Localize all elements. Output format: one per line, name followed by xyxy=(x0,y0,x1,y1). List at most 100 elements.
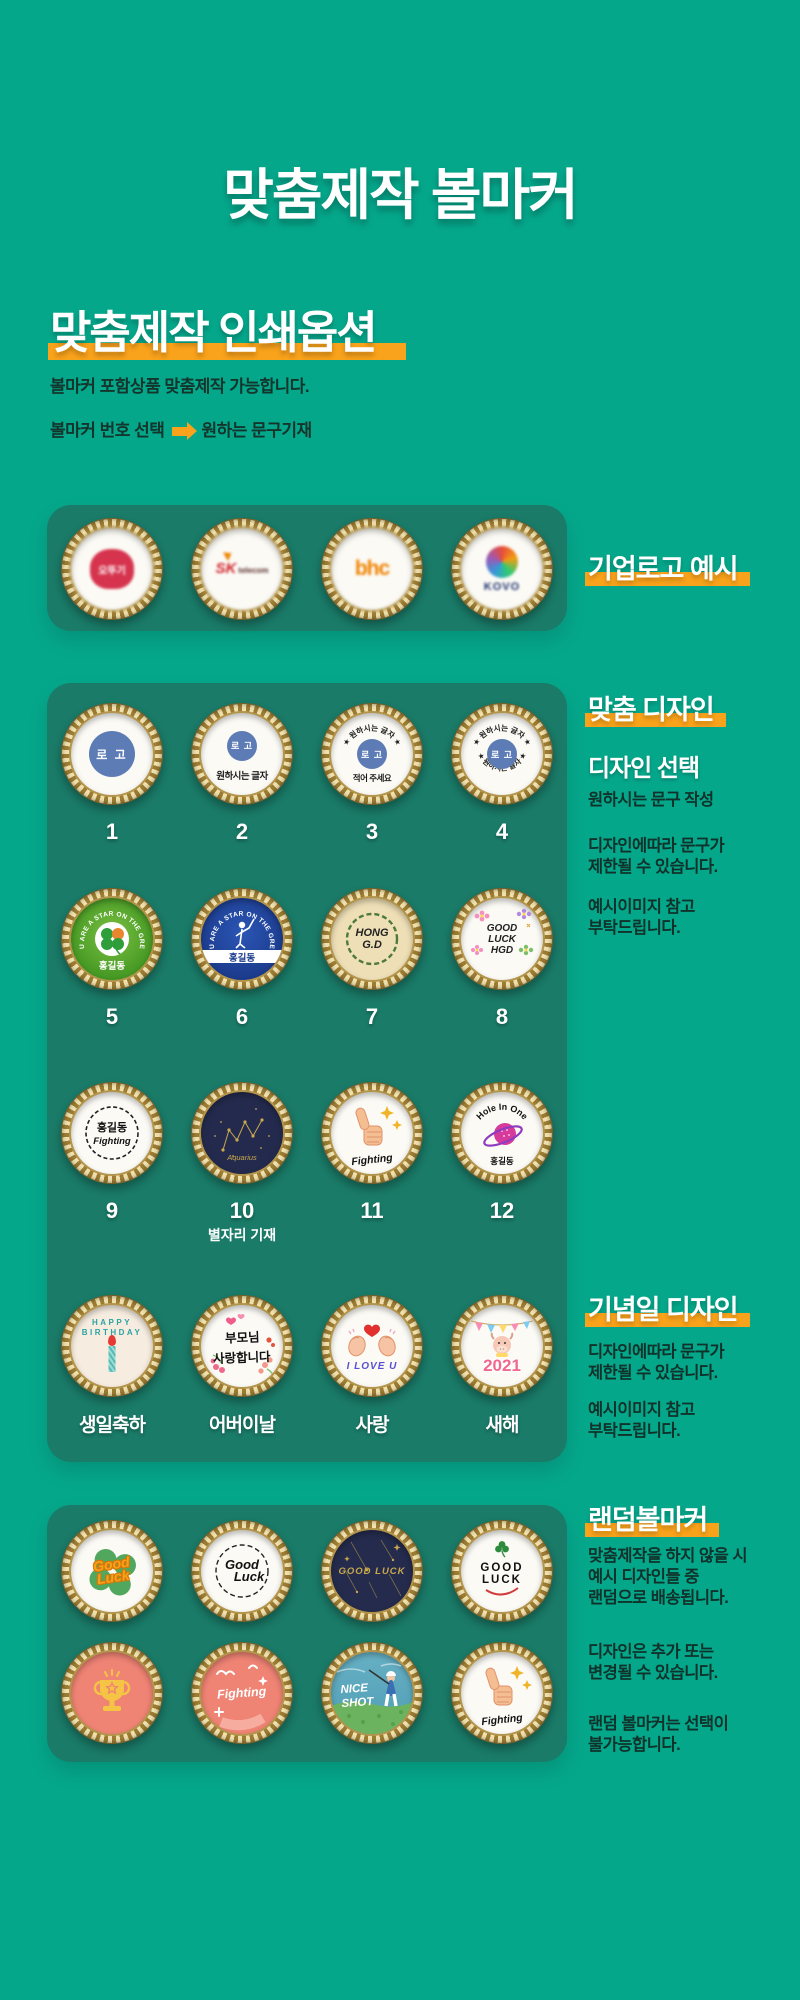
custom-text-line: 적어 주세요 xyxy=(352,773,392,783)
custom-note-2: 예시이미지 참고 부탁드립니다. xyxy=(588,898,695,937)
bunting-icon xyxy=(470,1320,534,1333)
fighting-text: Fighting xyxy=(93,1136,131,1147)
bhc-logo: bhc xyxy=(354,557,390,580)
name-band: 홍길동 xyxy=(201,950,283,964)
logo-placeholder: 로 고 xyxy=(227,730,257,761)
random-good-luck-navy: GOOD LUCK xyxy=(321,1520,423,1622)
flowers-decoration xyxy=(471,908,534,956)
label-anniversary-design: 기념일 디자인 xyxy=(585,1288,750,1327)
candle-flame-icon xyxy=(108,1335,116,1346)
design-select-title: 디자인 선택 xyxy=(588,755,700,782)
clouds-decoration xyxy=(214,1664,268,1731)
sk-telecom-logo: SK xyxy=(215,560,237,577)
marker-label: 사랑 xyxy=(355,1415,390,1436)
zodiac-text: Aquarius xyxy=(227,1153,257,1162)
ball-marker xyxy=(61,1642,163,1744)
name-text: 홍길동 xyxy=(96,1122,128,1134)
good-luck-text: GOOD LUCK xyxy=(480,1562,524,1586)
clover-icon xyxy=(95,922,129,956)
laurel-wreath-icon xyxy=(215,1544,269,1598)
design-1: 로 고 1 xyxy=(61,703,163,845)
design-12: Hole In One 홍길동 12 xyxy=(451,1082,553,1245)
ball-marker: I LOVE U xyxy=(321,1295,423,1397)
design-4: ★ 원하시는 글자 ★ ★ 원하시는 글자 ★ 로 고 4 xyxy=(451,703,553,845)
ball-marker: ★ 원하시는 글자 ★ 로 고 적어 주세요 xyxy=(321,703,423,805)
love-text: I LOVE U xyxy=(346,1361,398,1372)
birthday-text: HAPPY BIRTHDAY xyxy=(81,1318,143,1337)
design-love: I LOVE U 사랑 xyxy=(321,1295,423,1437)
ball-marker: Hole In One 홍길동 xyxy=(451,1082,553,1184)
logo-marker-ottogi: 오뚜기 xyxy=(61,518,163,620)
design-2: 로 고 원하시는 글자 2 xyxy=(191,703,293,845)
ball-marker: HAPPY BIRTHDAY xyxy=(61,1295,163,1397)
ottogi-logo: 오뚜기 xyxy=(90,549,134,589)
marker-label: 새해 xyxy=(485,1415,520,1436)
company-logo-panel: 오뚜기 SK telecom bhc xyxy=(47,505,567,631)
kovo-logo: KOVO xyxy=(483,580,521,593)
ball-marker: bhc xyxy=(321,518,423,620)
thumbs-up-icon xyxy=(485,1666,532,1706)
ball-marker: YOU ARE A STAR ON THE GREEN 홍길동 xyxy=(191,888,293,990)
marker-number: 1 xyxy=(105,819,119,844)
ball-marker: 로 고 xyxy=(61,703,163,805)
section-heading-print-options: 맞춤제작 인쇄옵션 xyxy=(48,296,406,361)
random-note-1: 맞춤제작을 하지 않을 시 예시 디자인들 중 랜덤으로 배송됩니다. xyxy=(588,1547,748,1607)
marker-number: 12 xyxy=(489,1198,515,1223)
ox-icon xyxy=(490,1332,514,1357)
ball-marker: NICE SHOT xyxy=(321,1642,423,1744)
four-leaf-clover xyxy=(101,928,124,955)
good-luck-text: GOOD LUCK xyxy=(338,1565,406,1577)
ball-marker: GOOD LUCK xyxy=(451,1520,553,1622)
clover-icon xyxy=(495,1541,509,1558)
marker-label: 생일축하 xyxy=(79,1415,146,1436)
design-6: YOU ARE A STAR ON THE GREEN 홍길동 6 xyxy=(191,888,293,1030)
design-8: GOOD LUCK HGD 8 xyxy=(451,888,553,1030)
ball-marker: 2021 xyxy=(451,1295,553,1397)
marker-number: 6 xyxy=(235,1004,249,1029)
nice-shot-text: NICE SHOT xyxy=(340,1682,374,1711)
ball-marker: Fighting xyxy=(321,1082,423,1184)
thumbs-up-icon xyxy=(355,1106,402,1146)
ball-marker: HONG G.D xyxy=(321,888,423,990)
good-luck-text: Good Luck xyxy=(225,1557,265,1584)
label-custom-design: 맞춤 디자인 xyxy=(585,688,726,727)
volleyball-swirl-icon xyxy=(486,545,518,578)
year-text: 2021 xyxy=(483,1356,521,1375)
marker-number: 10 xyxy=(229,1198,255,1223)
name-text: 홍길동 xyxy=(98,961,126,972)
intro-line-2-prefix: 볼마커 번호 선택 xyxy=(50,421,165,440)
marker-number: 8 xyxy=(495,1004,509,1029)
ball-marker: 오뚜기 xyxy=(61,518,163,620)
golfer-icon xyxy=(235,918,255,949)
logo-placeholder: 로 고 xyxy=(89,731,135,777)
ball-marker: Fighting xyxy=(451,1642,553,1744)
sparkle-icons xyxy=(510,1666,532,1690)
random-note-3: 랜덤 볼마커는 선택이 불가능합니다. xyxy=(588,1715,729,1754)
marker-number: 2 xyxy=(235,819,249,844)
custom-text: GOOD LUCK HGD xyxy=(486,922,518,956)
trophy-icon xyxy=(93,1669,131,1711)
name-text: HONG G.D xyxy=(355,927,389,951)
arc-text-top: Hole In One xyxy=(474,1102,529,1122)
anniversary-note-1: 디자인에따라 문구가 제한될 수 있습니다. xyxy=(588,1343,725,1382)
logo-placeholder: 로 고 xyxy=(487,739,517,769)
random-nice-shot: NICE SHOT xyxy=(321,1642,423,1744)
ball-marker: 부모님 사랑합니다 xyxy=(191,1295,293,1397)
marker-number: 3 xyxy=(365,819,379,844)
sparkle-icons xyxy=(380,1106,402,1130)
parents-text: 부모님 xyxy=(224,1329,260,1346)
hearts-and-carnations xyxy=(210,1313,275,1376)
candle-icon xyxy=(108,1346,116,1372)
design-select-sub: 원하시는 문구 작성 xyxy=(588,791,714,809)
constellation-icon xyxy=(214,1108,270,1157)
right-arrow-icon xyxy=(172,422,198,441)
smile-icon xyxy=(485,1587,519,1596)
ball-marker: 홍길동 Fighting xyxy=(61,1082,163,1184)
laurel-wreath-icon xyxy=(345,912,399,966)
finger-heart-hands-icon xyxy=(348,1324,396,1357)
ball-marker: SK telecom xyxy=(191,518,293,620)
marker-label: 어버이날 xyxy=(209,1415,276,1436)
random-good-luck-wreath: Good Luck xyxy=(191,1520,293,1622)
design-birthday: HAPPY BIRTHDAY 생일축하 xyxy=(61,1295,163,1437)
good-luck-text: Good Luck xyxy=(91,1553,131,1588)
